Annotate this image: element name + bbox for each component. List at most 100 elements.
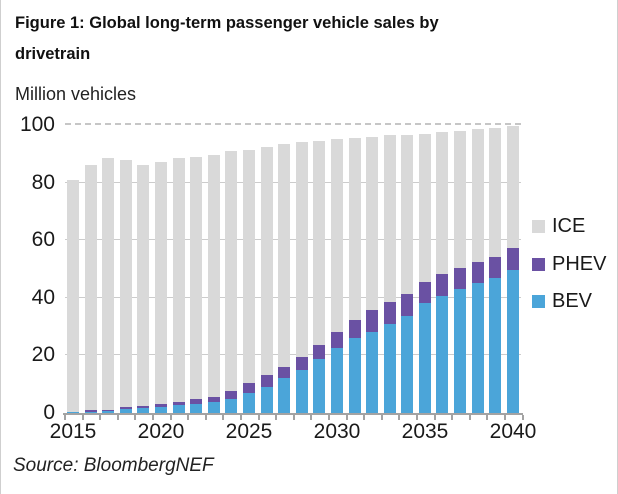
bar-2023-phev-segment [207, 396, 220, 402]
bar-2024-ice-segment [225, 150, 238, 392]
x-tick-mark [486, 415, 489, 420]
bar-2032 [366, 125, 379, 413]
bar-2030 [330, 125, 343, 413]
bar-2031-ice-segment [348, 137, 361, 320]
bar-2022 [190, 125, 203, 413]
legend-label-bev: BEV [552, 290, 593, 312]
bar-2018-bev-segment [119, 408, 132, 413]
x-tick-label-2025: 2025 [225, 420, 273, 443]
bar-2019-phev-segment [137, 405, 150, 409]
bar-2033-phev-segment [383, 302, 396, 324]
bar-2028 [295, 125, 308, 413]
y-tick-label-40: 40 [31, 285, 55, 309]
bar-2035-phev-segment [418, 281, 431, 303]
x-tick-mark [169, 415, 172, 420]
bar-2021-phev-segment [172, 401, 185, 406]
x-tick-mark [240, 415, 242, 420]
bar-2036-bev-segment [436, 295, 449, 413]
x-tick-label-2040: 2040 [489, 420, 537, 443]
bar-2025-ice-segment [242, 149, 255, 384]
bar-2024 [225, 125, 238, 413]
gridline-100 [65, 123, 521, 125]
bar-2016-bev-segment [84, 411, 97, 413]
bar-2040-phev-segment [506, 248, 519, 271]
bar-2022-bev-segment [190, 403, 203, 413]
bar-2038-phev-segment [471, 262, 484, 284]
bar-2016-phev-segment [84, 410, 97, 412]
bar-2020-phev-segment [154, 403, 167, 407]
ice-swatch-icon [532, 220, 545, 233]
x-tick-mark [257, 415, 260, 420]
x-tick-mark [99, 415, 102, 420]
bar-2040 [506, 125, 519, 413]
bar-2036-ice-segment [436, 132, 449, 275]
bar-2018-phev-segment [119, 406, 132, 409]
bar-2035-ice-segment [418, 133, 431, 282]
x-tick-mark [433, 415, 436, 420]
bar-2029-ice-segment [313, 140, 326, 345]
bar-2035-bev-segment [418, 302, 431, 413]
x-tick-mark [328, 415, 330, 420]
phev-swatch-icon [532, 258, 545, 271]
bar-2038-bev-segment [471, 283, 484, 413]
bar-2018-ice-segment [119, 159, 132, 407]
bar-2038 [471, 125, 484, 413]
bar-2029-phev-segment [313, 344, 326, 360]
bar-2017-phev-segment [102, 409, 115, 411]
bar-2033 [383, 125, 396, 413]
bar-2019 [137, 125, 150, 413]
bar-2031-bev-segment [348, 338, 361, 413]
bar-2037-bev-segment [454, 288, 467, 413]
x-tick-label-2020: 2020 [137, 420, 185, 443]
y-tick-label-20: 20 [31, 343, 55, 367]
bar-2025 [242, 125, 255, 413]
bar-2026 [260, 125, 273, 413]
bar-2020 [154, 125, 167, 413]
bar-2033-ice-segment [383, 135, 396, 303]
bar-2028-bev-segment [295, 369, 308, 413]
x-tick-mark [275, 415, 278, 420]
bar-2034-ice-segment [401, 135, 414, 295]
bar-2021-ice-segment [172, 158, 185, 402]
bar-2026-bev-segment [260, 386, 273, 413]
figure-title: Figure 1: Global long-term passenger veh… [15, 14, 439, 63]
x-tick-label-2015: 2015 [49, 420, 97, 443]
bar-2029 [313, 125, 326, 413]
y-tick-label-60: 60 [31, 228, 55, 252]
bar-2028-ice-segment [295, 142, 308, 358]
bar-2024-bev-segment [225, 398, 238, 413]
bar-2023-bev-segment [207, 401, 220, 413]
legend-label-ice: ICE [552, 215, 586, 237]
bar-2040-ice-segment [506, 126, 519, 249]
bar-2017 [102, 125, 115, 413]
x-tick-mark [81, 415, 84, 420]
bar-2023-ice-segment [207, 155, 220, 397]
x-tick-mark [398, 415, 401, 420]
bar-2021-bev-segment [172, 405, 185, 413]
bar-2025-phev-segment [242, 383, 255, 393]
bar-2034-phev-segment [401, 294, 414, 317]
x-tick-mark [152, 415, 154, 420]
x-tick-mark [134, 415, 137, 420]
x-tick-mark [204, 415, 207, 420]
legend-item-ice: ICE [532, 215, 585, 238]
bar-2030-phev-segment [330, 332, 343, 349]
bar-2022-ice-segment [190, 156, 203, 400]
gridline-80 [65, 181, 521, 183]
x-tick-label-2035: 2035 [401, 420, 449, 443]
x-tick-mark [64, 415, 66, 420]
bar-2039-bev-segment [489, 278, 502, 413]
x-tick-mark [116, 415, 119, 420]
bar-2015-bev-segment [67, 412, 79, 413]
bar-2039-ice-segment [489, 127, 502, 258]
bar-2022-phev-segment [190, 399, 203, 404]
bar-2034 [401, 125, 414, 413]
bar-2019-ice-segment [137, 165, 150, 406]
y-tick-label-0: 0 [43, 401, 55, 424]
bar-2026-phev-segment [260, 375, 273, 387]
bar-2017-ice-segment [102, 158, 115, 410]
x-tick-mark [345, 415, 348, 420]
gridline-40 [65, 296, 521, 298]
bar-2031 [348, 125, 361, 413]
